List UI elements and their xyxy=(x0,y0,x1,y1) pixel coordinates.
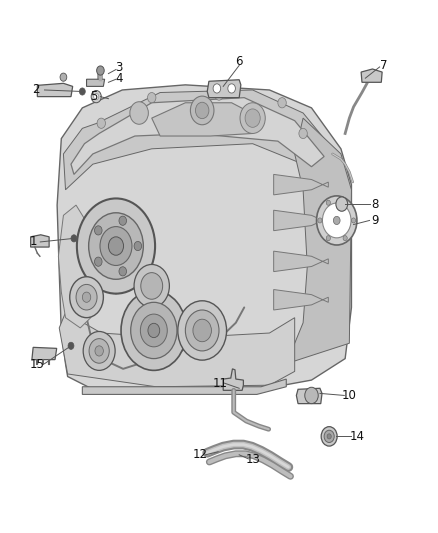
Circle shape xyxy=(324,430,334,442)
Circle shape xyxy=(327,434,331,439)
Circle shape xyxy=(148,93,156,103)
Circle shape xyxy=(141,273,162,299)
Circle shape xyxy=(91,91,101,103)
Polygon shape xyxy=(58,205,93,328)
Circle shape xyxy=(148,324,160,337)
Polygon shape xyxy=(37,83,73,96)
Circle shape xyxy=(351,218,356,223)
Circle shape xyxy=(213,84,221,93)
Circle shape xyxy=(71,235,77,242)
Circle shape xyxy=(100,227,132,265)
Circle shape xyxy=(215,90,223,100)
Circle shape xyxy=(131,302,177,359)
Circle shape xyxy=(322,203,351,238)
Polygon shape xyxy=(207,80,241,98)
Circle shape xyxy=(240,103,265,133)
Polygon shape xyxy=(152,103,261,136)
Polygon shape xyxy=(87,79,105,86)
Circle shape xyxy=(119,216,127,225)
Circle shape xyxy=(109,237,124,255)
Circle shape xyxy=(134,241,141,251)
Circle shape xyxy=(140,314,167,347)
Circle shape xyxy=(68,342,74,350)
Circle shape xyxy=(326,200,330,205)
Circle shape xyxy=(88,213,143,279)
Text: 11: 11 xyxy=(212,377,227,390)
Text: 15: 15 xyxy=(30,358,45,372)
Circle shape xyxy=(333,216,340,224)
Polygon shape xyxy=(82,379,286,394)
Polygon shape xyxy=(274,289,328,310)
Polygon shape xyxy=(297,388,322,403)
Circle shape xyxy=(193,319,212,342)
Circle shape xyxy=(343,200,347,205)
Circle shape xyxy=(191,96,214,125)
Circle shape xyxy=(178,301,226,360)
Circle shape xyxy=(245,109,260,127)
Circle shape xyxy=(95,257,102,266)
Circle shape xyxy=(336,197,348,211)
Text: 12: 12 xyxy=(193,448,208,461)
Text: 13: 13 xyxy=(246,454,261,466)
Circle shape xyxy=(97,66,104,75)
Circle shape xyxy=(134,264,170,308)
Text: 9: 9 xyxy=(371,214,378,227)
Circle shape xyxy=(130,102,148,124)
Circle shape xyxy=(121,290,187,370)
Circle shape xyxy=(326,236,330,241)
Circle shape xyxy=(82,292,91,302)
Circle shape xyxy=(79,88,85,95)
Circle shape xyxy=(77,198,155,294)
Circle shape xyxy=(83,332,115,370)
Circle shape xyxy=(95,346,103,356)
Text: 10: 10 xyxy=(342,389,357,402)
Circle shape xyxy=(60,73,67,81)
Circle shape xyxy=(228,84,235,93)
Polygon shape xyxy=(57,85,351,389)
Circle shape xyxy=(321,426,337,446)
Circle shape xyxy=(95,226,102,235)
Polygon shape xyxy=(59,312,295,387)
Circle shape xyxy=(318,218,322,223)
Polygon shape xyxy=(286,118,351,364)
Polygon shape xyxy=(71,98,324,174)
Text: 7: 7 xyxy=(381,59,388,72)
Text: 3: 3 xyxy=(116,61,123,75)
Circle shape xyxy=(317,196,357,245)
Text: 8: 8 xyxy=(371,198,378,211)
Text: 4: 4 xyxy=(116,72,123,85)
Circle shape xyxy=(89,338,109,363)
Text: 5: 5 xyxy=(90,90,98,103)
Polygon shape xyxy=(32,348,57,360)
Circle shape xyxy=(119,266,127,276)
Circle shape xyxy=(97,118,106,128)
Circle shape xyxy=(299,128,307,139)
Polygon shape xyxy=(274,174,328,195)
Text: 14: 14 xyxy=(350,430,364,443)
Circle shape xyxy=(343,236,347,241)
Polygon shape xyxy=(274,210,328,231)
Polygon shape xyxy=(64,90,341,190)
Circle shape xyxy=(278,98,286,108)
Text: 6: 6 xyxy=(236,55,243,68)
Text: 2: 2 xyxy=(32,84,40,96)
Text: 1: 1 xyxy=(29,236,37,248)
Circle shape xyxy=(94,94,99,100)
Circle shape xyxy=(70,277,103,318)
Circle shape xyxy=(305,387,318,403)
Circle shape xyxy=(195,102,209,119)
Polygon shape xyxy=(274,251,328,272)
Polygon shape xyxy=(223,369,244,390)
Circle shape xyxy=(76,285,97,310)
Polygon shape xyxy=(361,69,382,82)
Circle shape xyxy=(185,310,219,351)
Polygon shape xyxy=(31,235,49,247)
